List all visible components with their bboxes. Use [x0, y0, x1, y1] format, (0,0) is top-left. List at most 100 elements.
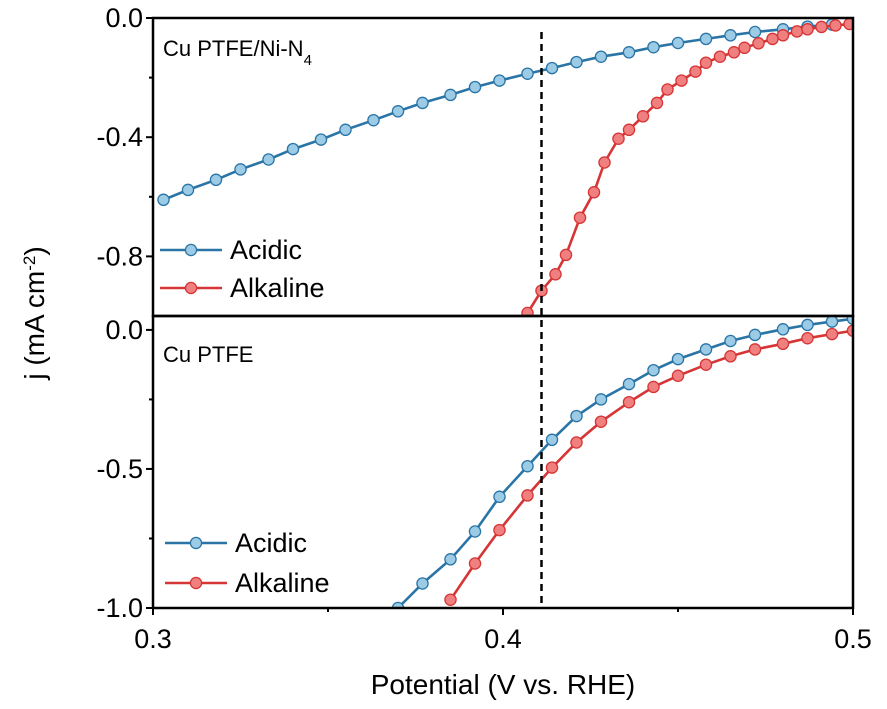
legend-marker: [189, 576, 203, 590]
data-point: [444, 88, 457, 102]
data-point: [181, 183, 195, 197]
data-point: [622, 377, 636, 391]
panel-frame: [151, 314, 855, 610]
legend: Acidic Alkaline: [160, 235, 325, 303]
data-point: [748, 328, 762, 342]
panel-label-subscript: 4: [304, 52, 312, 69]
data-point: [647, 363, 660, 377]
legend-marker: [184, 243, 198, 257]
data-point: [262, 153, 275, 166]
legend: Acidic Alkaline: [165, 528, 330, 598]
legend-label: Acidic: [230, 235, 302, 265]
data-point: [790, 25, 804, 38]
data-point: [521, 459, 534, 473]
data-point: [689, 65, 702, 78]
data-point: [724, 350, 737, 363]
data-point: [661, 83, 674, 96]
data-point: [545, 461, 559, 474]
data-point: [699, 343, 713, 356]
data-point: [825, 316, 839, 328]
legend-label: Alkaline: [235, 568, 330, 598]
data-point: [671, 36, 685, 50]
series-acidic: [391, 316, 853, 608]
y-tick-label: 0.0: [105, 3, 143, 33]
data-point: [521, 306, 534, 316]
data-point: [801, 23, 814, 36]
data-point: [846, 324, 853, 337]
y-tick-label: -0.5: [96, 454, 143, 484]
data-point: [724, 29, 737, 42]
legend-marker: [189, 536, 203, 550]
data-point: [801, 331, 814, 345]
data-point: [699, 358, 713, 371]
data-point: [444, 593, 457, 606]
data-point: [829, 19, 842, 32]
data-point: [801, 318, 814, 332]
legend-marker: [184, 281, 198, 295]
data-point: [724, 334, 737, 348]
data-point: [570, 436, 583, 449]
data-point: [713, 50, 727, 63]
x-tick-label: 0.5: [834, 624, 872, 654]
data-point: [594, 50, 608, 63]
series-alkaline: [444, 324, 853, 606]
data-point: [647, 380, 660, 394]
data-point: [521, 489, 534, 502]
data-point: [727, 46, 741, 59]
data-point: [209, 173, 223, 187]
data-point: [493, 490, 506, 504]
legend-label: Acidic: [235, 528, 307, 558]
data-point: [647, 40, 660, 54]
data-point: [549, 268, 562, 281]
data-point: [416, 96, 429, 110]
x-tick-label: 0.4: [484, 624, 522, 654]
panel-2: 0.0 -0.5 -1.0 Cu PTFE Acidic Alkaline: [96, 314, 855, 623]
data-point: [776, 29, 790, 42]
data-point: [468, 80, 482, 94]
panels: 0.0-0.4-0.8Cu PTFE/Ni-N4AcidicAlkaline0.…: [96, 3, 855, 623]
data-point: [675, 74, 688, 87]
data-point: [468, 525, 482, 538]
data-point: [587, 186, 601, 199]
y-tick-label: -0.8: [96, 241, 143, 271]
y-axis-title-main: j (mA cm: [19, 271, 50, 381]
data-point: [622, 123, 636, 137]
data-point: [622, 395, 636, 409]
data-point: [391, 105, 405, 118]
data-point: [545, 61, 559, 75]
data-point: [521, 67, 534, 80]
data-point: [559, 248, 573, 262]
data-point: [748, 343, 762, 356]
panel-label-main: Cu PTFE/Ni-N: [163, 36, 304, 61]
data-point: [699, 56, 713, 69]
data-point: [815, 20, 828, 34]
legend-label: Alkaline: [230, 273, 325, 303]
data-point: [570, 409, 583, 423]
data-point: [776, 337, 790, 351]
y-axis-title-close: ): [19, 246, 50, 255]
data-point: [367, 113, 380, 127]
data-point: [699, 32, 713, 46]
data-point: [416, 577, 429, 590]
x-axis-title: Potential (V vs. RHE): [371, 669, 636, 700]
data-point: [468, 557, 482, 570]
series-line-acidic: [397, 317, 853, 608]
y-tick-label: -1.0: [96, 593, 143, 623]
data-point: [671, 369, 685, 383]
y-axis-title-superscript: -2: [20, 256, 39, 271]
data-point: [636, 110, 650, 123]
data-point: [766, 32, 779, 46]
data-point: [286, 142, 300, 156]
data-point: [622, 46, 636, 59]
panel-label-main: Cu PTFE: [163, 342, 253, 367]
data-point: [234, 163, 247, 176]
data-point: [570, 55, 583, 69]
data-point: [612, 132, 625, 145]
data-point: [846, 316, 853, 326]
panel-1: 0.0 -0.4 -0.8 Cu PTFE/Ni-N4 Acidic Alkaline: [96, 3, 855, 318]
panel-frame: [151, 16, 855, 318]
data-point: [339, 123, 352, 137]
data-point: [748, 25, 762, 39]
data-point: [314, 133, 328, 146]
